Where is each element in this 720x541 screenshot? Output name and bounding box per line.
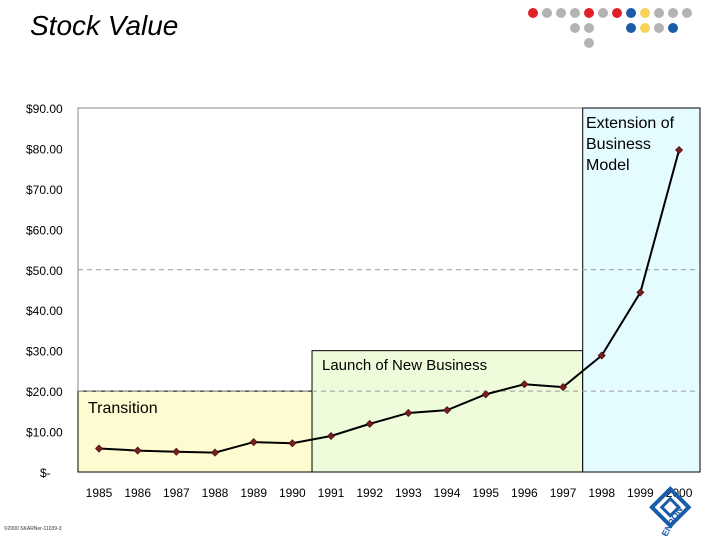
data-point: [249, 438, 258, 447]
data-point: [365, 419, 374, 428]
x-tick-label: 1994: [434, 486, 461, 500]
phase-label-extension: Business: [586, 136, 651, 153]
phase-label-extension: Model: [586, 157, 630, 174]
x-tick-label: 1995: [472, 486, 499, 500]
decor-dot: [584, 38, 594, 48]
data-point: [597, 351, 606, 360]
decor-dot: [570, 23, 580, 33]
decor-dot: [570, 8, 580, 18]
data-point: [210, 448, 220, 457]
decorative-dots: [528, 8, 718, 56]
copyright-note: ©2000 SKARNer-11039-3: [4, 526, 62, 532]
x-tick-label: 1998: [588, 486, 615, 500]
y-tick-label: $90.00: [26, 102, 63, 116]
decor-dot: [626, 8, 636, 18]
decor-dot: [584, 8, 594, 18]
data-point: [94, 444, 104, 453]
x-tick-label: 1993: [395, 486, 422, 500]
slide-title: Stock Value: [30, 10, 179, 41]
decor-dot: [654, 8, 664, 18]
data-point: [443, 406, 452, 415]
y-tick-label: $80.00: [26, 142, 63, 156]
data-point: [404, 408, 413, 417]
x-tick-label: 1990: [279, 486, 306, 500]
x-tick-label: 1997: [550, 486, 577, 500]
decor-dot: [556, 8, 566, 18]
decor-dot: [598, 8, 608, 18]
x-tick-label: 1989: [240, 486, 267, 500]
x-tick-label: 1999: [627, 486, 654, 500]
decor-dot: [640, 8, 650, 18]
y-tick-label: $70.00: [26, 183, 63, 197]
y-tick-label: $50.00: [26, 264, 63, 278]
data-point: [172, 447, 181, 456]
phase-label-launch: Launch of New Business: [322, 357, 487, 374]
x-tick-label: 1986: [124, 486, 151, 500]
y-tick-label: $10.00: [26, 426, 63, 440]
decor-dot: [626, 23, 636, 33]
phase-label-transition: Transition: [88, 400, 158, 417]
decor-dot: [584, 23, 594, 33]
decor-dot: [682, 8, 692, 18]
data-point: [133, 446, 142, 455]
data-point: [675, 146, 684, 155]
series-line: [98, 149, 681, 454]
x-tick-label: 1988: [202, 486, 229, 500]
decor-dot: [640, 23, 650, 33]
decor-dot: [542, 8, 552, 18]
y-tick-label: $30.00: [26, 345, 63, 359]
x-tick-label: 1992: [356, 486, 383, 500]
y-tick-label: $40.00: [26, 304, 63, 318]
data-point: [559, 383, 568, 392]
data-point: [520, 380, 529, 389]
x-tick-label: 1991: [318, 486, 345, 500]
y-tick-label: $60.00: [26, 223, 63, 237]
data-point: [636, 288, 645, 297]
phase-label-extension: Extension of: [586, 115, 675, 132]
decor-dot: [612, 8, 622, 18]
x-tick-label: 1996: [511, 486, 538, 500]
decor-dot: [668, 8, 678, 18]
data-point: [326, 431, 336, 441]
data-point: [481, 390, 490, 399]
y-tick-label: $20.00: [26, 385, 63, 399]
decor-dot: [654, 23, 664, 33]
decor-dot: [528, 8, 538, 18]
data-point: [288, 439, 297, 448]
enron-logo-icon: ENRON: [649, 486, 692, 538]
decor-dot: [668, 23, 678, 33]
enron-logo: ENRON: [636, 486, 706, 538]
x-tick-label: 1985: [86, 486, 113, 500]
x-tick-label: 1987: [163, 486, 190, 500]
y-tick-label: $-: [40, 466, 51, 480]
